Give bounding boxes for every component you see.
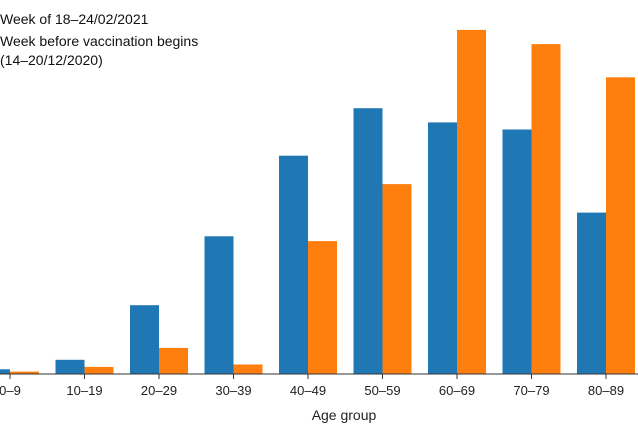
bar-feb-2021-8 — [577, 212, 606, 374]
bar-pre-vaccination-5 — [382, 184, 412, 374]
x-tick-label: 70–79 — [513, 383, 549, 398]
x-tick-label: 30–39 — [215, 383, 251, 398]
x-tick-label: 10–19 — [66, 383, 102, 398]
bar-feb-2021-2 — [130, 305, 159, 374]
x-tick-label: 50–59 — [364, 383, 400, 398]
bars-group — [0, 29, 635, 375]
bar-feb-2021-7 — [502, 129, 532, 374]
legend-entry-2-line1: Week before vaccination begins — [0, 33, 199, 49]
bar-feb-2021-6 — [428, 122, 457, 375]
bar-pre-vaccination-7 — [531, 44, 561, 374]
bar-pre-vaccination-1 — [84, 366, 114, 374]
bar-pre-vaccination-2 — [159, 347, 188, 374]
bar-feb-2021-1 — [55, 359, 85, 374]
bar-pre-vaccination-0 — [10, 371, 39, 374]
x-tick-label: 0–9 — [0, 383, 21, 398]
bar-pre-vaccination-6 — [457, 29, 486, 375]
x-axis-title: Age group — [312, 407, 377, 423]
bar-feb-2021-3 — [204, 236, 234, 374]
bar-pre-vaccination-4 — [308, 241, 337, 374]
legend-entry-2-line2: (14–20/12/2020) — [0, 52, 103, 68]
bar-pre-vaccination-3 — [233, 364, 263, 374]
x-tick-label: 40–49 — [290, 383, 326, 398]
x-tick-label: 60–69 — [439, 383, 475, 398]
x-tick-label: 80–89 — [588, 383, 624, 398]
bar-feb-2021-5 — [353, 108, 383, 374]
x-tick-label: 20–29 — [141, 383, 177, 398]
legend: Week of 18–24/02/2021 Week before vaccin… — [0, 10, 198, 70]
bar-feb-2021-4 — [279, 155, 308, 374]
x-ticks-group: 0–9 10–19 20–29 30–39 40–49 50–59 60–69 70–79 80… — [0, 374, 624, 398]
bar-pre-vaccination-8 — [606, 77, 635, 375]
bar-feb-2021-0 — [0, 369, 10, 374]
legend-entry-1: Week of 18–24/02/2021 — [0, 11, 149, 27]
